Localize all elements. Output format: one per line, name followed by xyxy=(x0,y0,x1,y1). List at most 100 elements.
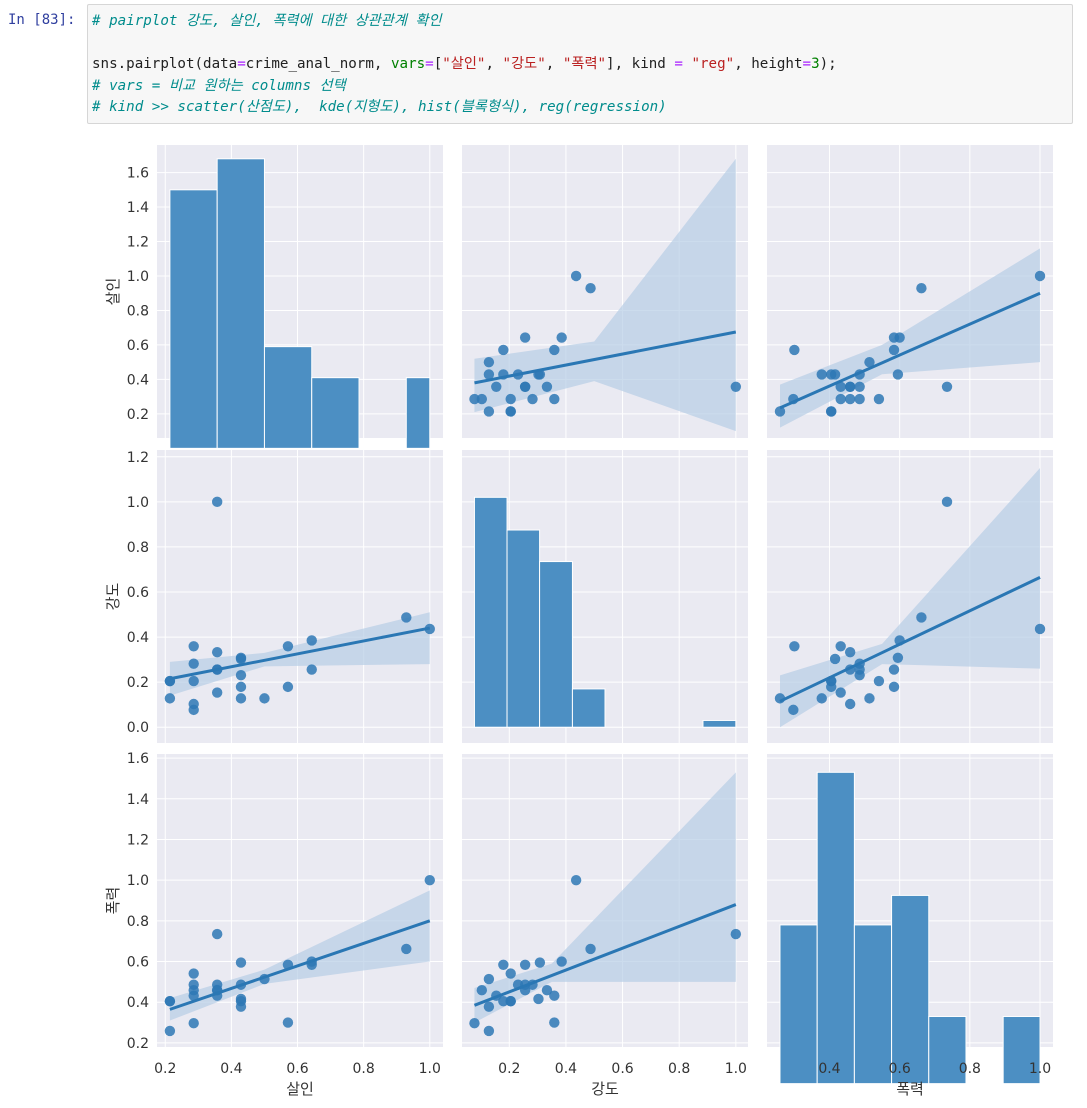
scatter-point xyxy=(259,693,270,704)
scatter-point xyxy=(1034,270,1046,282)
scatter-point xyxy=(476,393,488,405)
scatter-point xyxy=(211,928,223,940)
scatter-point xyxy=(519,332,531,343)
code-comment-line: # vars = 비교 원하는 columns 선택 xyxy=(92,77,346,94)
scatter-point xyxy=(789,344,800,356)
confidence-band xyxy=(474,772,736,1023)
scatter-point xyxy=(892,652,904,664)
scatter-point xyxy=(235,1001,247,1012)
x-tick-label: 0.6 xyxy=(889,1061,911,1077)
scatter-point xyxy=(235,993,247,1005)
histogram-bar xyxy=(506,529,541,728)
scatter-point xyxy=(498,996,509,1007)
histogram-bar xyxy=(473,496,508,728)
scatter-point xyxy=(854,381,865,393)
subplot-폭력-강도 xyxy=(462,754,748,1047)
histogram-bar xyxy=(311,377,360,449)
scatter-point xyxy=(469,393,480,405)
scatter-point xyxy=(188,658,199,669)
scatter-point xyxy=(570,270,582,282)
regression-line xyxy=(169,626,431,681)
confidence-band xyxy=(779,248,1041,428)
scatter-point xyxy=(730,928,742,940)
scatter-point xyxy=(1034,623,1046,635)
scatter-point xyxy=(282,1017,294,1028)
x-axis-label: 강도 xyxy=(591,1080,619,1098)
histogram-bar xyxy=(853,924,893,1085)
scatter-point xyxy=(483,369,495,380)
scatter-point xyxy=(534,957,546,968)
scatter-point xyxy=(235,669,247,681)
y-tick-label: 0.4 xyxy=(127,630,149,646)
scatter-point xyxy=(541,985,553,996)
histogram-bar xyxy=(571,688,606,728)
scatter-point xyxy=(533,993,544,1005)
scatter-point xyxy=(829,653,841,665)
code-cell-input[interactable] xyxy=(87,4,1073,124)
scatter-point xyxy=(816,369,827,380)
scatter-point xyxy=(844,393,856,405)
y-tick-label: 1.0 xyxy=(127,495,149,511)
scatter-point xyxy=(916,612,927,623)
scatter-point xyxy=(491,381,502,393)
scatter-point xyxy=(888,344,900,356)
histogram-bar xyxy=(779,924,818,1085)
cell-prompt: In [83]: xyxy=(8,12,76,28)
histogram-bar xyxy=(891,894,930,1085)
y-tick-label: 0.2 xyxy=(127,675,149,691)
scatter-point xyxy=(164,996,176,1007)
scatter-point xyxy=(483,973,495,985)
y-axis-label: 폭력 xyxy=(104,887,122,915)
scatter-point xyxy=(941,496,953,508)
y-tick-label: 1.0 xyxy=(127,873,149,889)
x-tick-label: 0.4 xyxy=(555,1061,577,1077)
subplot-살인-살인 xyxy=(157,145,443,449)
scatter-point xyxy=(826,406,837,417)
scatter-point xyxy=(888,664,900,675)
confidence-band xyxy=(779,468,1041,728)
scatter-point xyxy=(788,704,799,716)
code-call: sns.pairplot(data=crime_anal_norm, vars=… xyxy=(92,56,837,73)
scatter-point xyxy=(585,943,596,955)
scatter-point xyxy=(549,344,560,356)
histogram-bar xyxy=(928,1015,967,1085)
scatter-point xyxy=(469,1017,480,1029)
code-editor[interactable]: # pairplot 강도, 살인, 폭력에 대한 상관관계 확인 sns.pa… xyxy=(92,11,837,119)
scatter-point xyxy=(844,698,856,710)
y-tick-label: 0.2 xyxy=(127,1036,149,1052)
scatter-point xyxy=(401,612,412,623)
x-tick-label: 1.0 xyxy=(1029,1061,1051,1077)
scatter-point xyxy=(424,874,435,886)
scatter-point xyxy=(549,1017,560,1028)
x-axis-label: 살인 xyxy=(286,1080,314,1098)
subplot-살인-강도 xyxy=(462,145,748,438)
y-tick-label: 0.8 xyxy=(127,303,149,319)
y-tick-label: 1.2 xyxy=(127,832,149,848)
y-tick-label: 0.0 xyxy=(127,720,149,736)
scatter-point xyxy=(829,369,841,380)
regression-line xyxy=(473,903,737,1007)
x-axis-label: 폭력 xyxy=(896,1080,924,1098)
y-tick-label: 0.6 xyxy=(127,955,149,971)
scatter-point xyxy=(556,332,567,343)
regression-line xyxy=(779,575,1041,703)
scatter-point xyxy=(892,369,904,380)
scatter-point xyxy=(835,687,846,698)
scatter-point xyxy=(498,959,509,970)
subplot-폭력-폭력 xyxy=(767,754,1053,1085)
scatter-point xyxy=(835,393,846,405)
scatter-point xyxy=(730,381,742,393)
y-tick-label: 0.8 xyxy=(127,540,149,556)
scatter-point xyxy=(864,693,875,704)
scatter-point xyxy=(888,332,900,343)
y-tick-label: 0.4 xyxy=(127,372,149,388)
scatter-point xyxy=(864,356,875,368)
scatter-point xyxy=(188,990,199,1001)
y-tick-label: 0.4 xyxy=(127,995,149,1011)
subplot-살인-폭력 xyxy=(767,145,1053,438)
x-tick-label: 0.8 xyxy=(668,1061,690,1077)
scatter-point xyxy=(505,996,516,1007)
confidence-band xyxy=(474,158,736,432)
y-tick-label: 1.6 xyxy=(127,751,149,767)
scatter-point xyxy=(188,698,199,710)
